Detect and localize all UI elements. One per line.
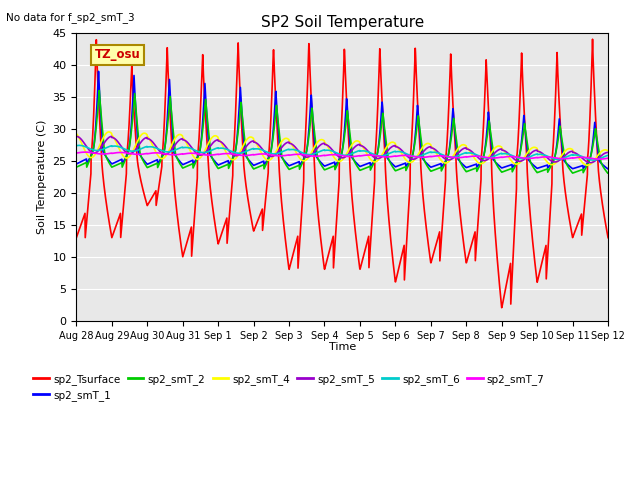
sp2_smT_4: [369, 159, 377, 165]
sp2_smT_6: [72, 143, 80, 149]
sp2_smT_4: [497, 144, 504, 149]
sp2_smT_2: [572, 169, 580, 175]
sp2_smT_5: [586, 160, 594, 166]
Line: sp2_smT_4: sp2_smT_4: [76, 132, 608, 165]
sp2_smT_6: [369, 151, 377, 157]
sp2_smT_7: [72, 150, 80, 156]
sp2_smT_1: [72, 161, 80, 167]
sp2_smT_7: [81, 149, 89, 155]
sp2_Tsurface: [498, 305, 506, 311]
Y-axis label: Soil Temperature (C): Soil Temperature (C): [37, 120, 47, 234]
sp2_smT_2: [95, 87, 103, 93]
sp2_smT_2: [72, 164, 80, 170]
sp2_smT_6: [358, 148, 365, 154]
sp2_Tsurface: [604, 235, 612, 240]
sp2_smT_6: [76, 143, 83, 148]
sp2_smT_1: [572, 165, 580, 170]
sp2_smT_7: [604, 156, 612, 161]
sp2_smT_6: [497, 151, 504, 156]
Text: No data for f_sp2_smT_3: No data for f_sp2_smT_3: [6, 12, 135, 23]
Line: sp2_smT_1: sp2_smT_1: [76, 72, 608, 169]
sp2_smT_7: [369, 153, 377, 158]
sp2_smT_2: [358, 167, 365, 173]
sp2_smT_1: [557, 135, 565, 141]
sp2_smT_2: [604, 170, 612, 176]
X-axis label: Time: Time: [328, 342, 356, 352]
sp2_Tsurface: [72, 235, 80, 240]
sp2_Tsurface: [497, 292, 504, 298]
Line: sp2_smT_7: sp2_smT_7: [76, 152, 608, 159]
sp2_smT_7: [572, 155, 580, 160]
sp2_smT_4: [572, 151, 580, 157]
sp2_smT_5: [72, 133, 80, 139]
Text: TZ_osu: TZ_osu: [95, 48, 141, 61]
sp2_smT_7: [221, 151, 228, 156]
sp2_smT_5: [497, 146, 504, 152]
sp2_smT_6: [557, 156, 565, 162]
sp2_smT_4: [221, 147, 228, 153]
sp2_smT_1: [604, 166, 612, 172]
sp2_smT_5: [358, 143, 365, 149]
sp2_smT_1: [95, 69, 102, 74]
sp2_Tsurface: [557, 139, 565, 144]
Legend: sp2_Tsurface, sp2_smT_1, sp2_smT_2, sp2_smT_4, sp2_smT_5, sp2_smT_6, sp2_smT_7: sp2_Tsurface, sp2_smT_1, sp2_smT_2, sp2_…: [29, 370, 549, 405]
sp2_smT_4: [72, 131, 80, 136]
sp2_smT_2: [604, 170, 612, 176]
sp2_smT_6: [604, 153, 612, 158]
sp2_smT_4: [584, 162, 591, 168]
sp2_smT_2: [369, 162, 377, 168]
sp2_smT_4: [105, 129, 113, 135]
sp2_smT_1: [221, 159, 228, 165]
sp2_Tsurface: [358, 262, 365, 267]
sp2_Tsurface: [572, 226, 580, 231]
sp2_smT_7: [358, 153, 365, 158]
sp2_smT_4: [557, 153, 565, 159]
Line: sp2_Tsurface: sp2_Tsurface: [76, 39, 608, 308]
sp2_smT_2: [221, 163, 228, 168]
sp2_smT_6: [221, 146, 228, 152]
sp2_smT_5: [369, 154, 377, 159]
sp2_smT_4: [358, 143, 365, 148]
sp2_smT_5: [221, 143, 228, 148]
sp2_smT_7: [595, 156, 603, 162]
sp2_Tsurface: [369, 204, 377, 210]
sp2_smT_5: [557, 156, 565, 162]
sp2_smT_5: [604, 150, 612, 156]
sp2_smT_1: [604, 166, 612, 171]
sp2_smT_1: [497, 164, 504, 170]
Line: sp2_smT_2: sp2_smT_2: [76, 90, 608, 173]
sp2_smT_1: [358, 163, 365, 169]
sp2_smT_1: [369, 159, 377, 165]
Line: sp2_smT_5: sp2_smT_5: [76, 136, 608, 163]
sp2_Tsurface: [221, 222, 228, 228]
sp2_smT_6: [589, 157, 597, 163]
Title: SP2 Soil Temperature: SP2 Soil Temperature: [260, 15, 424, 30]
Line: sp2_smT_6: sp2_smT_6: [76, 145, 608, 160]
sp2_smT_2: [497, 168, 504, 174]
sp2_smT_6: [572, 152, 580, 158]
sp2_smT_2: [557, 132, 565, 138]
sp2_smT_4: [604, 148, 612, 154]
sp2_smT_7: [557, 156, 565, 162]
sp2_smT_7: [497, 155, 504, 160]
sp2_Tsurface: [589, 36, 596, 42]
sp2_smT_5: [572, 150, 580, 156]
